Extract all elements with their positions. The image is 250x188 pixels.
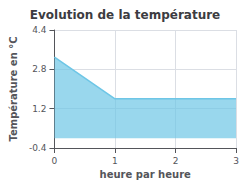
svg-text:Evolution de la température: Evolution de la température <box>30 8 221 22</box>
svg-text:Température en °C: Température en °C <box>8 36 19 141</box>
svg-text:0: 0 <box>52 156 58 166</box>
svg-text:1.2: 1.2 <box>32 104 46 114</box>
svg-text:heure par heure: heure par heure <box>100 169 191 180</box>
svg-text:1: 1 <box>112 156 118 166</box>
svg-text:2: 2 <box>173 156 179 166</box>
svg-text:4.4: 4.4 <box>32 25 47 35</box>
svg-text:2.8: 2.8 <box>32 64 47 74</box>
svg-text:-0.4: -0.4 <box>29 143 47 153</box>
svg-text:3: 3 <box>233 156 239 166</box>
